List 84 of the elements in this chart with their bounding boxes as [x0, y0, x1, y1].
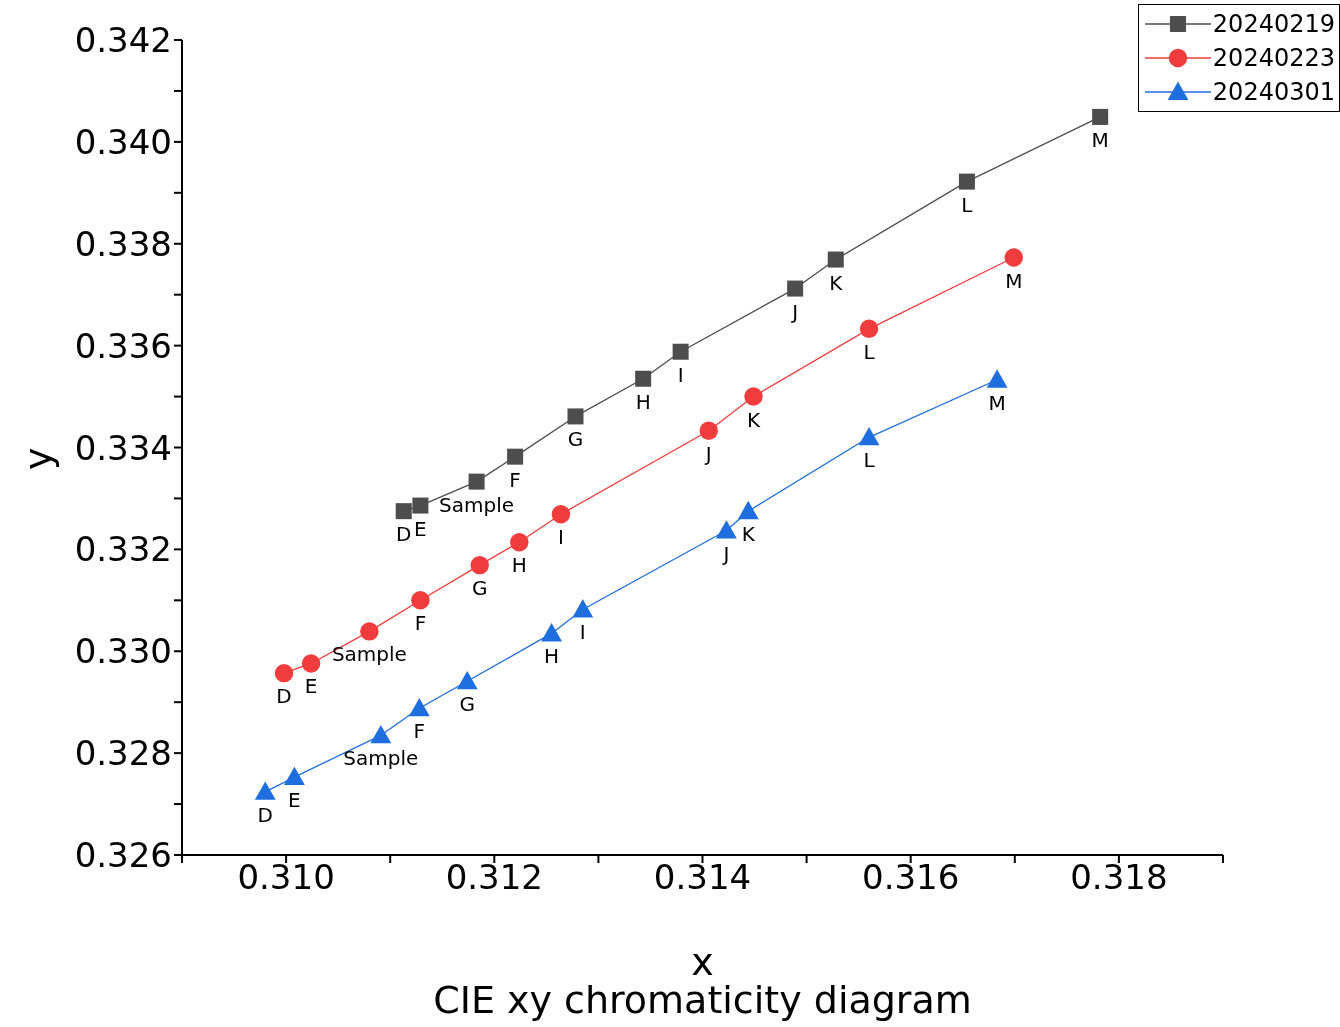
data-label: L: [863, 339, 876, 364]
legend-label: 20240219: [1212, 10, 1335, 38]
point: [986, 369, 1008, 388]
data-label: E: [288, 788, 301, 813]
data-label: I: [677, 362, 684, 387]
y-tick-label: 0.326: [74, 835, 172, 876]
point: [510, 533, 529, 552]
y-tick-label: 0.332: [74, 529, 172, 570]
data-label: I: [579, 620, 586, 645]
data-label: G: [459, 692, 475, 717]
point: [572, 599, 594, 618]
data-label: Sample: [439, 492, 515, 517]
data-label: K: [741, 522, 756, 547]
y-tick-label: 0.342: [74, 20, 172, 61]
data-label: E: [414, 516, 427, 541]
point: [254, 781, 276, 800]
data-label: Sample: [343, 746, 419, 771]
point: [699, 421, 718, 440]
data-label: J: [790, 299, 799, 324]
x-tick-label: 0.310: [237, 857, 335, 898]
point: [716, 520, 737, 539]
data-label: G: [567, 427, 584, 452]
point: [301, 654, 321, 673]
data-label: K: [746, 407, 761, 432]
point: [672, 343, 689, 360]
point: [1004, 248, 1023, 267]
x-tick-label: 0.318: [1070, 857, 1168, 898]
point: [958, 173, 975, 190]
data-label: E: [304, 674, 318, 699]
legend-label: 20240223: [1212, 44, 1335, 72]
legend-label: 20240301: [1212, 78, 1335, 106]
point: [507, 448, 524, 465]
x-tick-label: 0.314: [653, 857, 752, 898]
data-label: L: [863, 448, 876, 473]
data-label: F: [414, 611, 427, 636]
point: [541, 623, 562, 642]
data-label: J: [703, 441, 712, 466]
point: [787, 280, 804, 297]
data-label: Sample: [331, 642, 407, 667]
y-tick-label: 0.338: [74, 223, 172, 264]
data-label: M: [1005, 268, 1023, 293]
data-label: H: [635, 389, 651, 414]
point: [411, 591, 430, 610]
point: [412, 497, 429, 514]
point: [827, 251, 844, 268]
data-label: M: [1091, 127, 1109, 152]
y-tick-label: 0.334: [74, 427, 172, 468]
x-tick-label: 0.316: [862, 857, 960, 898]
data-label: F: [509, 467, 521, 492]
data-label: D: [276, 684, 292, 709]
point: [859, 319, 879, 339]
data-label: I: [557, 525, 564, 550]
data-label: H: [511, 553, 527, 578]
point: [551, 505, 571, 524]
data-label: M: [988, 390, 1006, 415]
point: [468, 473, 485, 490]
point: [567, 408, 584, 425]
point: [274, 663, 294, 683]
data-label: H: [544, 644, 560, 669]
point: [395, 503, 412, 520]
data-label: J: [721, 541, 730, 566]
point: [370, 724, 392, 744]
y-tick-label: 0.336: [74, 325, 172, 366]
point: [360, 622, 379, 641]
point: [470, 555, 489, 575]
data-label: L: [961, 192, 974, 217]
y-tick-label: 0.328: [74, 733, 172, 774]
point: [737, 500, 759, 520]
data-label: K: [829, 270, 844, 295]
data-label: G: [471, 576, 488, 601]
y-axis-title: y: [16, 447, 61, 470]
y-tick-label: 0.330: [74, 631, 172, 672]
data-label: F: [413, 719, 426, 744]
data-label: D: [396, 522, 412, 547]
point: [284, 766, 305, 786]
y-tick-label: 0.340: [74, 121, 172, 162]
point: [635, 370, 652, 387]
point: [408, 697, 430, 717]
point: [744, 387, 763, 406]
x-tick-label: 0.312: [445, 857, 543, 898]
point: [1092, 108, 1109, 125]
point: [456, 670, 478, 690]
point: [858, 426, 880, 446]
data-label: D: [257, 802, 273, 827]
